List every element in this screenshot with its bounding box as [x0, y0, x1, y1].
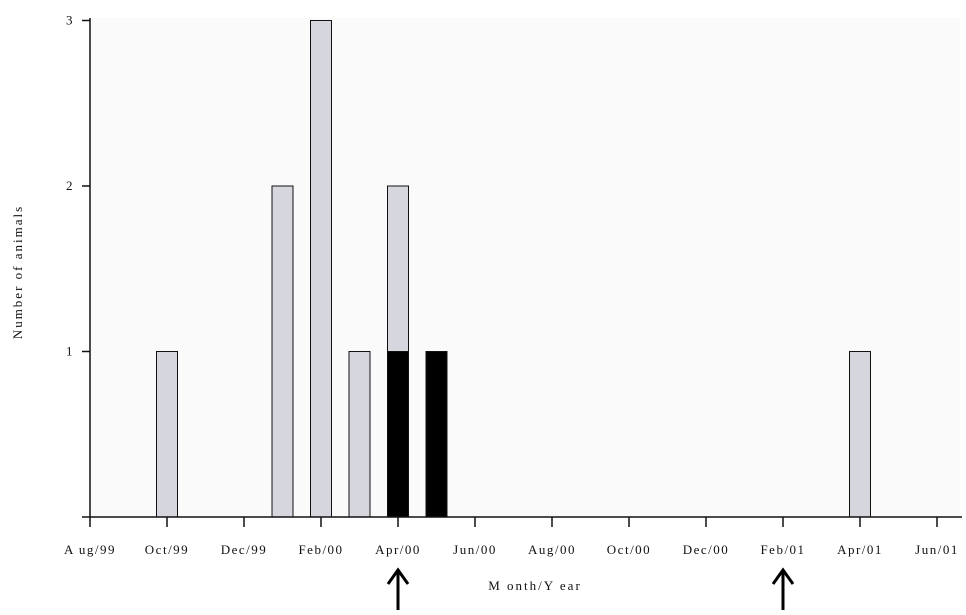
bars-layer	[156, 20, 871, 518]
x-axis-title: M onth/Y ear	[488, 578, 582, 593]
arrow-head-2	[771, 567, 795, 585]
x-tick-label-9: Feb/01	[760, 542, 805, 557]
y-tick-label-2: 2	[66, 178, 74, 193]
x-tick-label-3: Feb/00	[298, 542, 343, 557]
y-axis-title: Number of animals	[10, 205, 25, 339]
x-tick-label-6: Aug/00	[528, 542, 576, 557]
x-tick-label-10: Apr/01	[837, 542, 883, 557]
bar-grey-Jan-00	[271, 185, 294, 518]
x-tick-label-8: Dec/00	[683, 542, 730, 557]
arrow-head-1	[386, 567, 410, 585]
x-tick-label-1: Oct/99	[145, 542, 189, 557]
annotation-arrow-1	[386, 567, 410, 610]
x-tick-label-2: Dec/99	[221, 542, 268, 557]
x-ticks-layer: A ug/99 Oct/99 Dec/99 Feb/00 Apr/00 Jun/00 Aug…	[64, 517, 959, 557]
bar-grey-Apr-00	[387, 185, 409, 352]
bar-grey-Oct-99	[156, 351, 178, 518]
y-tick-label-3: 3	[66, 13, 74, 28]
bar-grey-Mar-00	[348, 351, 371, 518]
x-tick-label-0: A ug/99	[64, 542, 116, 557]
x-tick-label-11: Jun/01	[915, 542, 959, 557]
x-tick-label-5: Jun/00	[453, 542, 497, 557]
y-tick-label-1: 1	[66, 344, 74, 359]
bar-black-May-00	[425, 351, 448, 518]
annotations-layer	[386, 567, 795, 610]
x-tick-label-4: Apr/00	[375, 542, 421, 557]
plot-background	[90, 18, 960, 516]
annotation-arrow-2	[771, 567, 795, 610]
x-tick-label-7: Oct/00	[607, 542, 651, 557]
bar-grey-Feb-00	[310, 20, 332, 518]
bar-grey-Apr-01	[849, 351, 871, 518]
y-ticks-layer: 1 2 3	[66, 13, 90, 359]
bar-black-Apr-00	[387, 351, 409, 518]
